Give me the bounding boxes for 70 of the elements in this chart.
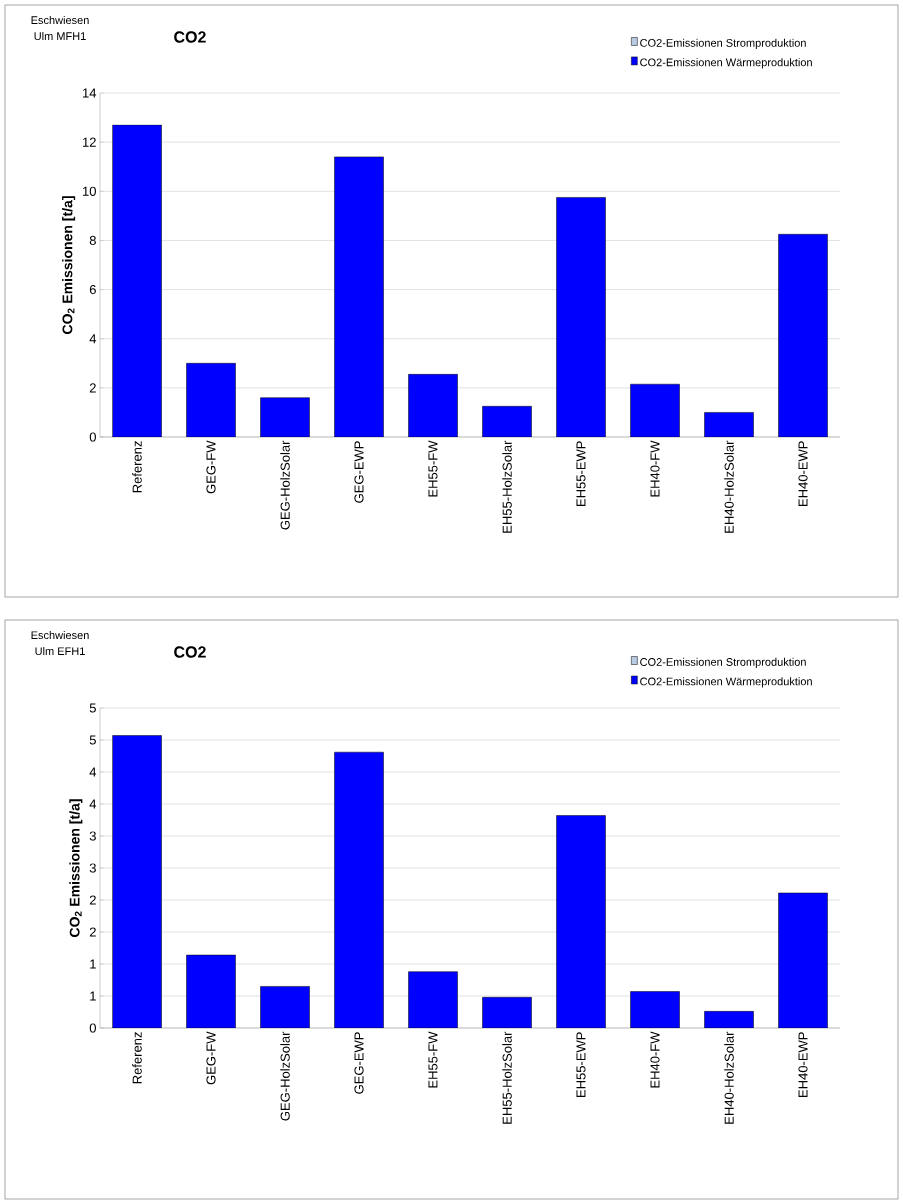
y-tick-label: 8 [89,235,96,246]
y-tick-label: 4 [89,799,97,809]
legend-label: CO2-Emissionen Stromproduktion [640,657,806,669]
y-tick-label: 0 [89,432,96,442]
x-tick-label: GEG-HolzSolar [280,440,290,530]
y-tick-label: 4 [89,767,97,777]
x-tick-label: EH55-FW [428,1031,438,1088]
x-tick-label: GEG-EWP [354,441,364,503]
bar [186,954,236,1029]
x-tick-label: GEG-FW [206,1031,216,1085]
y-axis-title: CO$_{2}$ Emissionen [t/a] [69,799,83,937]
bar [260,397,310,438]
bar [408,971,458,1029]
x-tick-label: EH40-FW [650,1031,660,1088]
x-tick-label: EH55-EWP [576,441,586,506]
bar [112,124,162,438]
bar [334,156,384,438]
chart-title: CO2 [174,31,206,43]
x-tick-label: EH40-FW [650,440,660,497]
y-tick-label: 2 [89,895,96,905]
x-tick-label: EH55-HolzSolar [502,1031,512,1124]
y-tick-label: 0 [89,1023,96,1033]
bar [260,986,310,1029]
x-tick-label: GEG-EWP [354,1032,364,1094]
text: Eschwiesen [31,630,89,640]
bar [482,406,532,438]
bar [112,735,162,1029]
x-tick-label: Referenz [132,1032,142,1084]
y-tick-label: 4 [89,334,97,344]
text: Ulm EFH1 [35,646,85,656]
y-axis-title: CO$_{2}$ Emissionen [t/a] [62,196,76,334]
y-tick-label: 1 [90,991,96,1001]
y-tick-label: 1 [90,959,96,969]
bar [408,374,458,438]
y-tick-label: 3 [89,831,96,841]
legend-label: CO2-Emissionen Wärmeproduktion [640,58,812,69]
bar [630,991,680,1029]
x-tick-label: GEG-FW [206,440,216,494]
y-tick-label: 6 [89,284,96,295]
x-tick-label: EH40-HolzSolar [724,1031,734,1124]
y-tick-label: 5 [89,735,96,745]
x-tick-label: Referenz [132,441,142,493]
x-tick-label: EH55-EWP [576,1032,586,1097]
y-tick-label: 12 [83,137,96,147]
bar [334,751,384,1029]
bar [482,997,532,1029]
y-tick-label: 5 [89,703,96,713]
x-tick-label: EH40-HolzSolar [724,440,734,533]
bar [778,892,828,1029]
y-tick-label: 10 [83,186,96,196]
text: Ulm MFH1 [34,31,86,41]
bar [630,383,680,438]
legend-label: CO2-Emissionen Wärmeproduktion [640,677,812,688]
x-tick-label: EH55-HolzSolar [502,440,512,533]
bar [556,815,606,1029]
y-tick-label: 2 [89,927,96,937]
text: Eschwiesen [31,15,89,25]
x-tick-label: EH55-FW [428,440,438,497]
x-tick-label: EH40-EWP [798,1032,808,1097]
bar [556,197,606,438]
legend-label: CO2-Emissionen Stromproduktion [640,38,806,49]
y-tick-label: 2 [89,383,96,393]
bar [186,363,236,438]
y-tick-label: 14 [83,88,97,98]
chart-title: CO2 [174,646,206,658]
bar [778,234,828,438]
x-tick-label: EH40-EWP [798,441,808,506]
bar [704,412,754,438]
y-tick-label: 3 [89,863,96,873]
x-tick-label: GEG-HolzSolar [280,1031,290,1121]
